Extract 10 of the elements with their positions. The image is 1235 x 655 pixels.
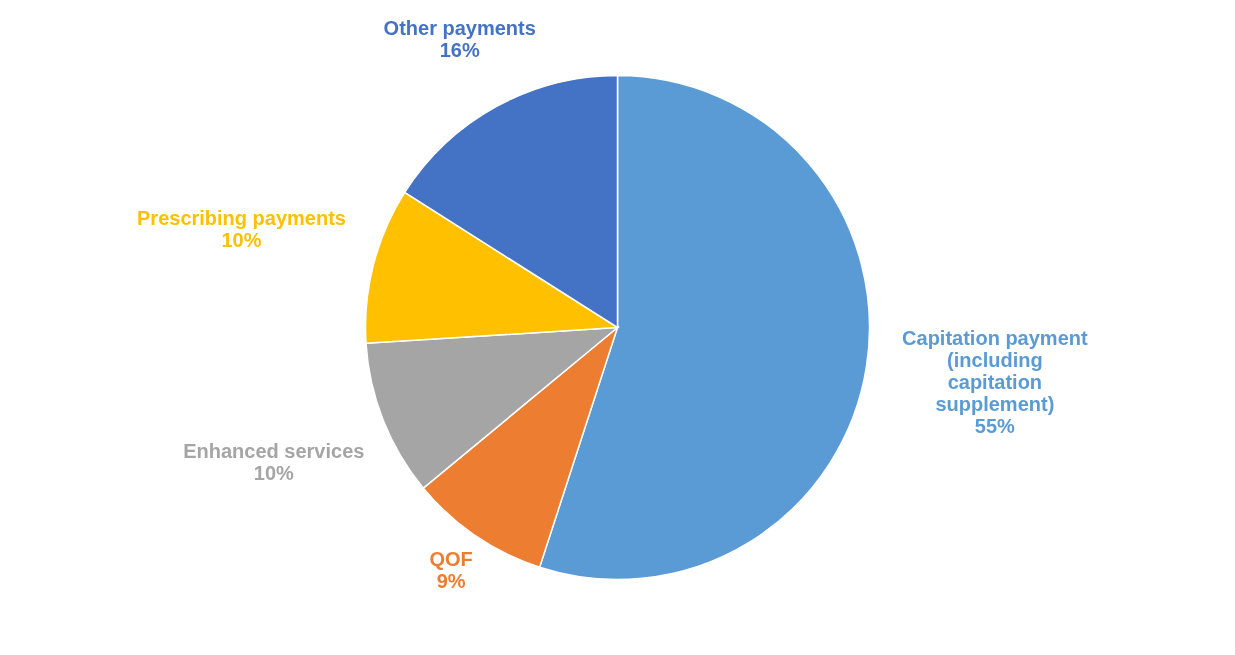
slice-label: Other payments <box>383 16 536 39</box>
slice-label: Capitation payment (including capitation supplement) <box>902 327 1088 416</box>
data-label: 16% <box>439 38 480 61</box>
data-label: 55% <box>974 415 1016 438</box>
data-label: 9% <box>436 570 466 593</box>
data-label: 10% <box>221 228 262 251</box>
data-label: 10% <box>253 461 295 484</box>
slice-label: QOF <box>429 548 473 571</box>
slice-label: Prescribing payments <box>137 206 346 229</box>
slice-label: Enhanced services <box>183 439 365 462</box>
